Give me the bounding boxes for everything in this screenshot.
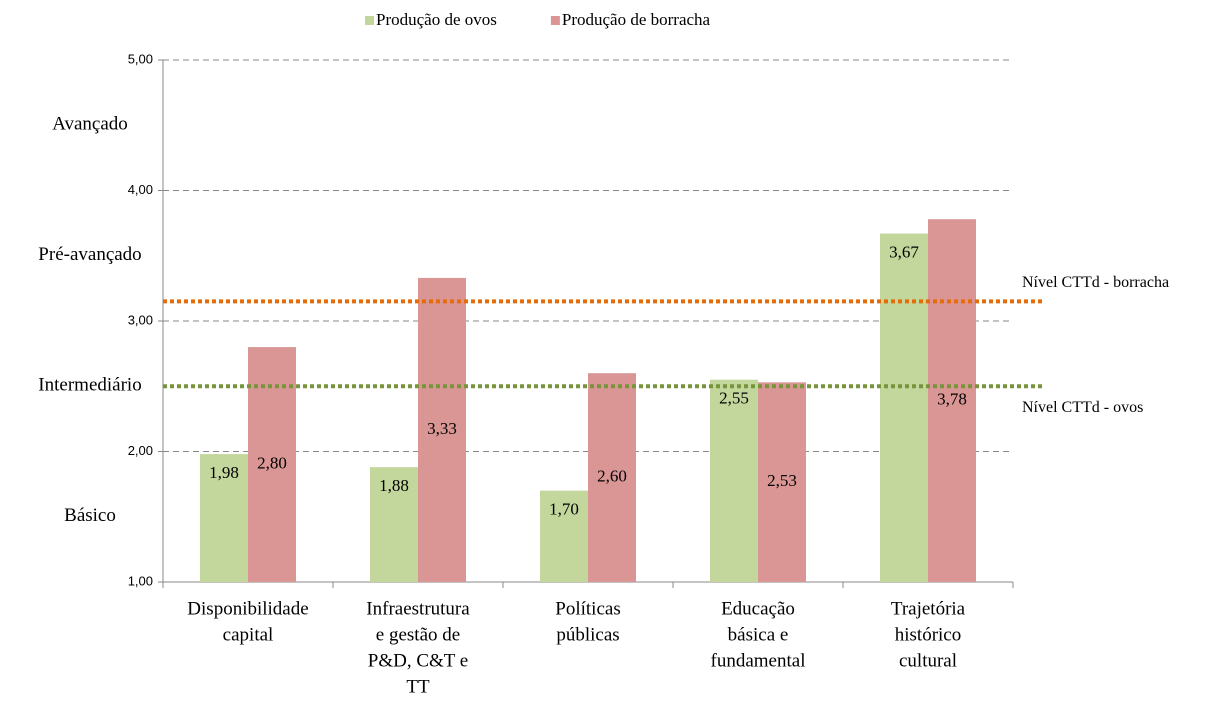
x-tick-label: Disponibilidade bbox=[187, 598, 308, 619]
y-tick-label: 2,00 bbox=[128, 443, 153, 458]
bar bbox=[200, 454, 248, 582]
legend-swatch bbox=[550, 16, 560, 25]
x-tick-label: fundamental bbox=[711, 650, 806, 671]
x-tick-label: Trajetória bbox=[891, 598, 966, 619]
legend-label: Produção de borracha bbox=[562, 10, 711, 29]
value-label: 1,98 bbox=[209, 463, 239, 482]
value-label: 2,53 bbox=[767, 471, 797, 490]
legend-swatch bbox=[365, 16, 374, 25]
level-label: Básico bbox=[64, 505, 116, 526]
x-tick-label: Educação bbox=[721, 598, 795, 619]
legend-label: Produção de ovos bbox=[376, 10, 497, 29]
value-label: 1,88 bbox=[379, 476, 409, 495]
x-tick-label: públicas bbox=[556, 624, 619, 645]
reference-label: Nível CTTd - borracha bbox=[1022, 274, 1169, 291]
value-label: 1,70 bbox=[549, 500, 579, 519]
y-tick-label: 3,00 bbox=[128, 312, 153, 327]
x-tick-label: básica e bbox=[728, 624, 789, 645]
value-label: 3,33 bbox=[427, 419, 457, 438]
y-tick-label: 4,00 bbox=[128, 182, 153, 197]
bar bbox=[880, 233, 928, 582]
x-tick-label: TT bbox=[406, 676, 430, 697]
x-tick-label: Políticas bbox=[555, 598, 620, 619]
value-label: 2,80 bbox=[257, 453, 287, 472]
value-label: 2,55 bbox=[719, 389, 749, 408]
x-tick-label: e gestão de bbox=[376, 624, 460, 645]
x-tick-label: capital bbox=[223, 624, 274, 645]
level-label: Avançado bbox=[52, 114, 128, 135]
level-label: Intermediário bbox=[38, 375, 141, 396]
value-label: 2,60 bbox=[597, 467, 627, 486]
x-tick-label: Infraestrutura bbox=[366, 598, 470, 619]
value-label: 3,67 bbox=[889, 242, 919, 261]
x-tick-label: cultural bbox=[899, 650, 957, 671]
bar bbox=[418, 277, 466, 582]
y-tick-label: 5,00 bbox=[128, 51, 153, 66]
level-label: Pré-avançado bbox=[38, 244, 141, 265]
bar bbox=[758, 382, 806, 582]
value-label: 3,78 bbox=[937, 390, 967, 409]
x-tick-label: P&D, C&T e bbox=[368, 650, 468, 671]
bar bbox=[710, 379, 758, 582]
y-tick-label: 1,00 bbox=[128, 573, 153, 588]
bar bbox=[928, 219, 976, 582]
bar bbox=[588, 373, 636, 582]
reference-label: Nível CTTd - ovos bbox=[1022, 399, 1143, 416]
x-tick-label: histórico bbox=[895, 624, 962, 645]
bar bbox=[540, 490, 588, 582]
bar bbox=[370, 467, 418, 582]
